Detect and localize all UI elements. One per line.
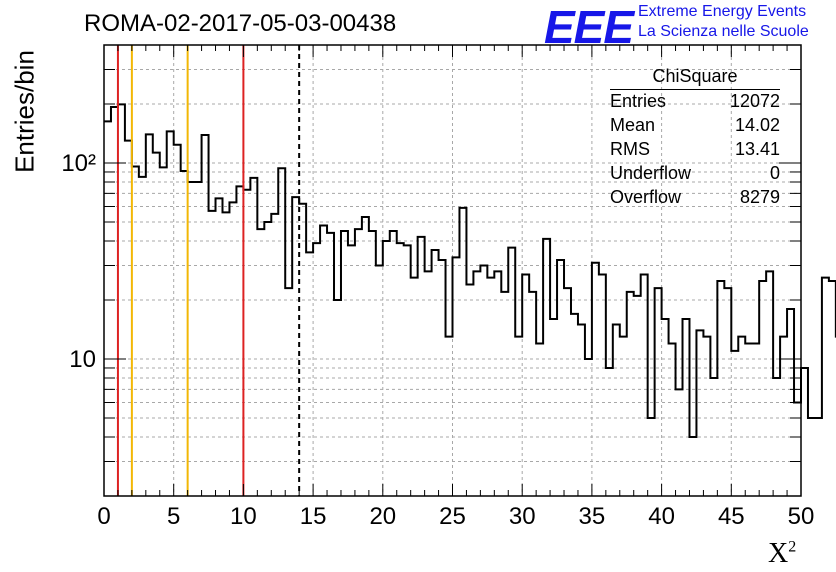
logo-line-1: Extreme Energy Events [638, 3, 807, 20]
x-tick-label: 50 [788, 503, 815, 530]
stats-label: Underflow [610, 163, 692, 183]
logo-line-2: La Scienza nelle Scuole [638, 23, 809, 40]
x-tick-label: 40 [648, 503, 675, 530]
y-tick-label: 10² [61, 150, 96, 177]
stats-row: Overflow 8279 [610, 187, 780, 210]
stats-label: Overflow [610, 187, 682, 207]
stats-value: 0 [769, 163, 780, 183]
histogram-line [104, 103, 836, 438]
stats-value: 8279 [739, 187, 780, 207]
stats-value: 13.41 [734, 139, 780, 159]
stats-label: Entries [610, 91, 667, 111]
x-axis-label-superscript: 2 [788, 538, 797, 556]
y-axis-label: Entries/bin [9, 50, 40, 173]
stats-value: 12072 [729, 91, 780, 111]
x-axis-label-base: X [768, 538, 789, 569]
stats-value: 14.02 [734, 115, 780, 135]
stats-box: ChiSquare Entries 12072 Mean 14.02 RMS 13.4… [610, 66, 780, 210]
stats-row: RMS 13.41 [610, 139, 780, 162]
x-tick-label: 20 [369, 503, 396, 530]
x-tick-label: 25 [439, 503, 466, 530]
y-tick-label: 10 [69, 346, 96, 373]
eee-logo-mark: EEE [544, 1, 634, 53]
x-tick-label: 5 [167, 503, 180, 530]
x-tick-label: 45 [718, 503, 745, 530]
x-tick-label: 0 [97, 503, 110, 530]
stats-row: Entries 12072 [610, 91, 780, 114]
stats-label: Mean [610, 115, 656, 135]
stats-row: Underflow 0 [610, 163, 780, 186]
x-tick-label: 10 [230, 503, 257, 530]
x-tick-label: 30 [509, 503, 536, 530]
x-axis-label: X2 [768, 538, 796, 570]
x-tick-label: 15 [300, 503, 327, 530]
stats-row: Mean 14.02 [610, 115, 780, 138]
stats-label: RMS [610, 139, 650, 159]
x-tick-label: 35 [579, 503, 606, 530]
stats-title: ChiSquare [610, 66, 780, 90]
plot-title: ROMA-02-2017-05-03-00438 [84, 10, 397, 37]
